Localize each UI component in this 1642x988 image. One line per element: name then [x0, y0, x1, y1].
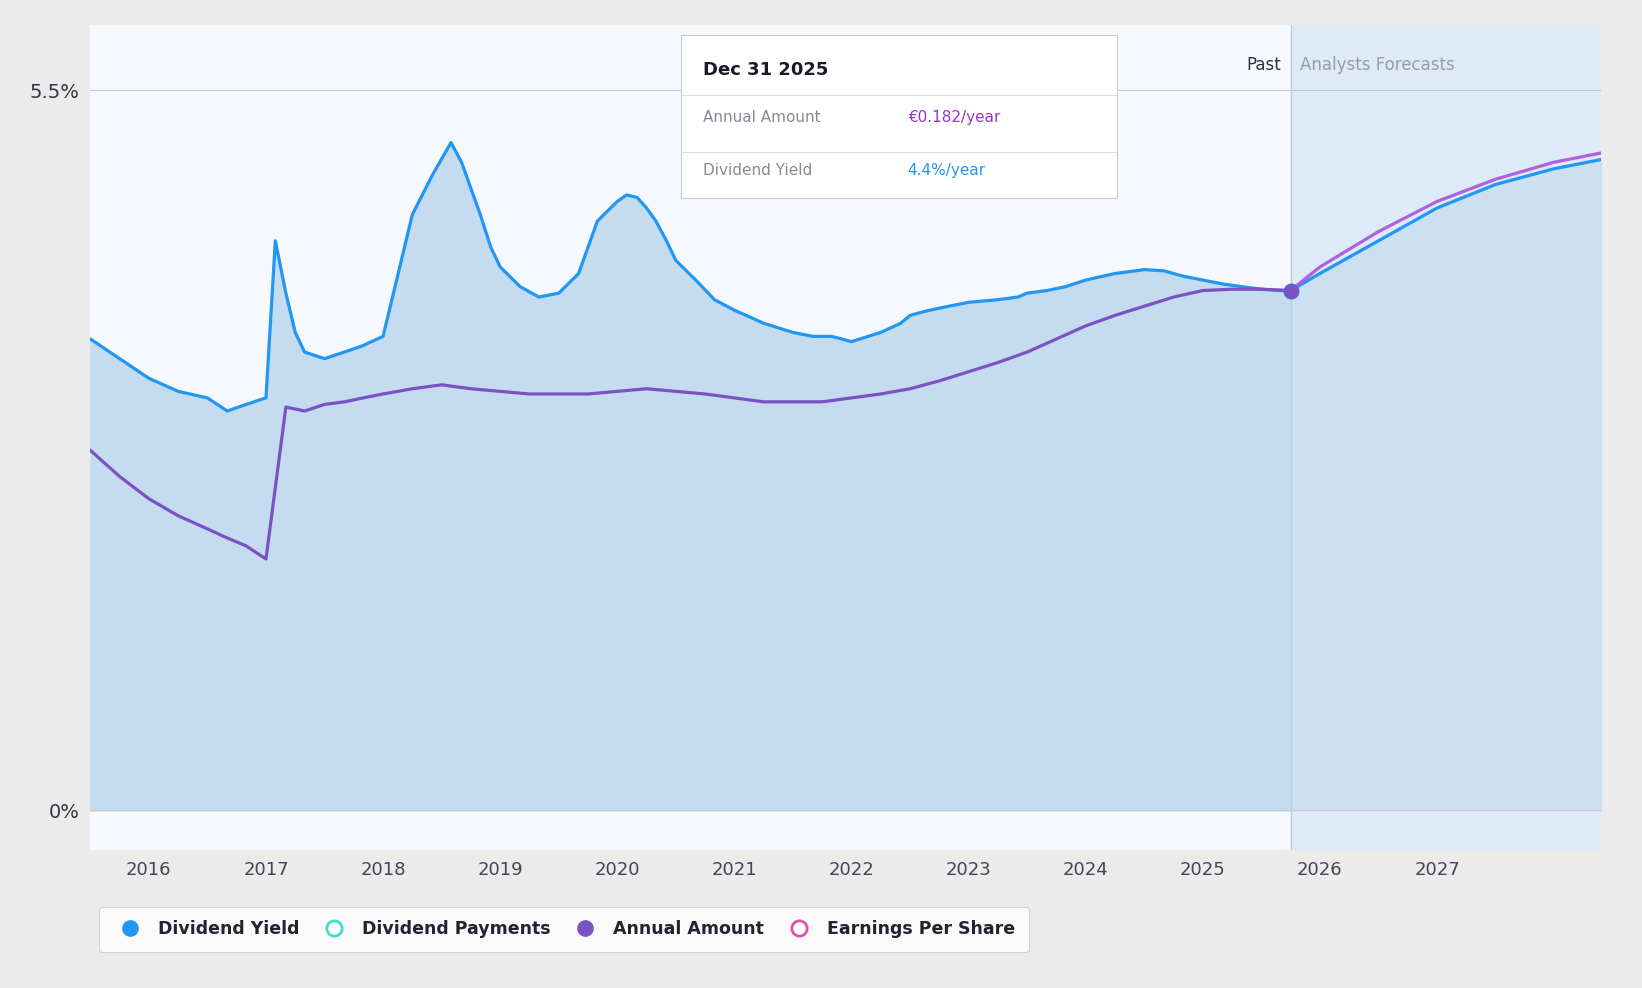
Text: Dividend Yield: Dividend Yield	[703, 163, 813, 179]
Text: Dec 31 2025: Dec 31 2025	[703, 60, 829, 79]
Text: €0.182/year: €0.182/year	[908, 110, 1000, 124]
Legend: Dividend Yield, Dividend Payments, Annual Amount, Earnings Per Share: Dividend Yield, Dividend Payments, Annua…	[99, 907, 1028, 952]
Text: 4.4%/year: 4.4%/year	[908, 163, 985, 179]
Bar	[1291, 25, 1601, 850]
Text: Analysts Forecasts: Analysts Forecasts	[1300, 56, 1455, 74]
Text: Annual Amount: Annual Amount	[703, 110, 821, 124]
Text: Past: Past	[1246, 56, 1281, 74]
